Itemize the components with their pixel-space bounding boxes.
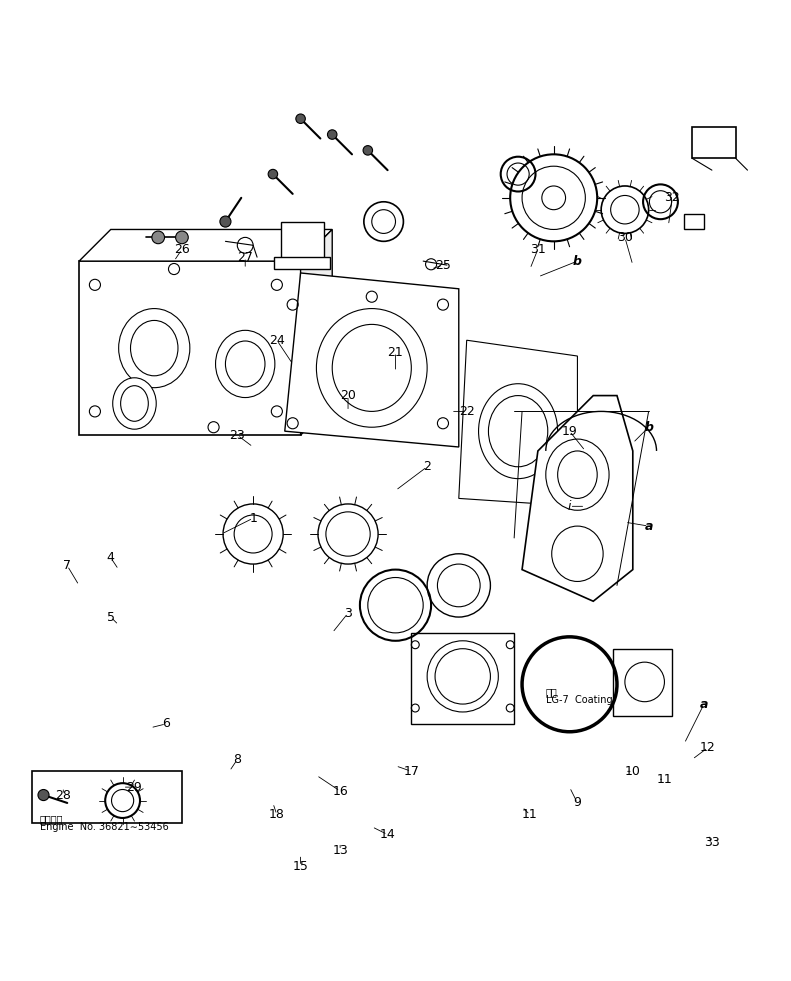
Text: 8: 8 [233, 753, 241, 766]
Text: 31: 31 [530, 242, 546, 256]
Ellipse shape [119, 309, 190, 387]
Text: 10: 10 [625, 765, 641, 778]
Circle shape [271, 406, 282, 417]
Text: 28: 28 [55, 789, 71, 801]
Text: a: a [700, 697, 708, 710]
Text: 27: 27 [237, 251, 253, 264]
Text: 29: 29 [127, 781, 142, 794]
Text: 9: 9 [573, 797, 581, 809]
Circle shape [176, 232, 188, 243]
Text: 25: 25 [435, 259, 451, 272]
Ellipse shape [112, 378, 157, 430]
Circle shape [327, 129, 337, 139]
Circle shape [152, 232, 165, 243]
Text: 7: 7 [63, 559, 71, 572]
Text: 11: 11 [522, 808, 538, 821]
Text: b: b [644, 421, 653, 434]
Text: 26: 26 [174, 242, 190, 256]
Polygon shape [459, 340, 577, 506]
Ellipse shape [546, 439, 609, 510]
Circle shape [363, 145, 373, 155]
Text: i: i [568, 500, 571, 513]
Text: 13: 13 [332, 844, 348, 857]
Text: 適用号機: 適用号機 [40, 814, 63, 824]
Text: LG-7  Coating: LG-7 Coating [546, 696, 612, 705]
Bar [411, 633, 514, 724]
Bar [79, 261, 301, 436]
Text: 22: 22 [459, 405, 475, 418]
Text: 12: 12 [700, 741, 716, 754]
Bar [32, 771, 182, 823]
Text: 19: 19 [562, 425, 577, 438]
Text: a: a [645, 520, 653, 533]
Ellipse shape [215, 331, 275, 397]
Text: 21: 21 [388, 345, 403, 359]
Text: 14: 14 [380, 828, 396, 841]
Polygon shape [79, 230, 332, 261]
Text: 23: 23 [229, 429, 245, 441]
Text: 5: 5 [107, 610, 115, 624]
Text: 16: 16 [332, 785, 348, 798]
Text: 11: 11 [657, 773, 672, 786]
Text: b: b [573, 255, 582, 268]
Circle shape [296, 114, 305, 124]
Ellipse shape [552, 526, 603, 582]
Polygon shape [301, 230, 332, 436]
Text: 15: 15 [293, 859, 308, 873]
Circle shape [271, 280, 282, 290]
Text: 33: 33 [704, 836, 720, 849]
Text: 30: 30 [617, 231, 633, 244]
Circle shape [38, 790, 49, 800]
Polygon shape [285, 273, 459, 447]
Ellipse shape [316, 309, 427, 427]
Ellipse shape [479, 384, 558, 479]
Text: 17: 17 [403, 765, 419, 778]
Ellipse shape [427, 641, 498, 712]
Text: 6: 6 [162, 717, 170, 730]
Text: 2: 2 [423, 460, 431, 473]
Text: 3: 3 [344, 606, 352, 620]
Text: 24: 24 [269, 334, 285, 346]
Circle shape [89, 280, 100, 290]
Circle shape [220, 216, 231, 227]
Bar [274, 257, 330, 269]
Text: 4: 4 [107, 551, 115, 564]
Text: 20: 20 [340, 389, 356, 402]
Circle shape [89, 406, 100, 417]
Text: Engine  No. 36821∼53456: Engine No. 36821∼53456 [40, 822, 168, 832]
Circle shape [168, 264, 180, 275]
Polygon shape [522, 395, 633, 601]
Text: 塗布: 塗布 [546, 688, 558, 697]
Bar [613, 648, 672, 716]
Bar [692, 127, 736, 158]
Text: 32: 32 [664, 191, 680, 204]
Circle shape [208, 422, 219, 433]
Bar [684, 214, 704, 230]
Circle shape [268, 170, 278, 179]
Text: 18: 18 [269, 808, 285, 821]
Text: 1: 1 [249, 512, 257, 525]
Bar [281, 222, 324, 265]
